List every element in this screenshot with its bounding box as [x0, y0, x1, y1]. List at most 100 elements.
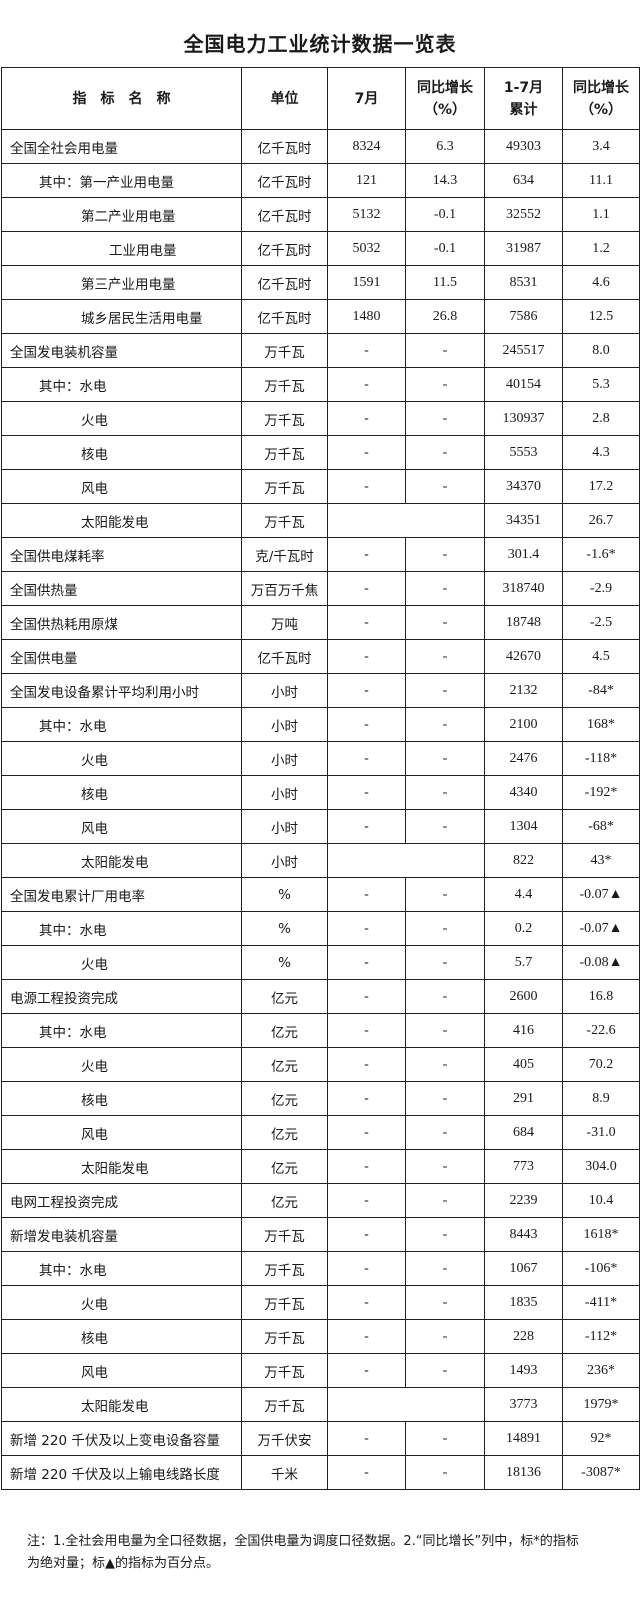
cumulative-yoy-cell: 168*	[562, 707, 640, 742]
cumulative-yoy-cell: 304.0	[562, 1149, 640, 1184]
cumulative-value-cell: 416	[484, 1013, 563, 1048]
empty-cell	[327, 1387, 485, 1422]
table-row: 火电 万千瓦 - -130937 2.8	[1, 401, 640, 436]
unit-cell: 万千瓦	[241, 503, 328, 538]
month-yoy-cell: -	[405, 775, 485, 810]
indicator-name-cell: 太阳能发电	[1, 843, 242, 878]
unit-cell: 万千瓦	[241, 469, 328, 504]
month-value-cell: -	[327, 673, 406, 708]
month-yoy-cell: -0.1	[405, 197, 485, 232]
cumulative-yoy-cell: 70.2	[562, 1047, 640, 1082]
cumulative-value-cell: 2132	[484, 673, 563, 708]
month-value-cell: -	[327, 1455, 406, 1490]
table-row: 风电 万千瓦 - -1493 236*	[1, 1353, 640, 1388]
cumulative-yoy-cell: -0.07▲	[562, 911, 640, 946]
table-row: 其中：第一产业用电量 亿千瓦时 121 14.3 634 11.1	[1, 163, 640, 198]
unit-cell: 亿元	[241, 1013, 328, 1048]
cumulative-value-cell: 245517	[484, 333, 563, 368]
indicator-name-cell: 全国全社会用电量	[1, 129, 242, 164]
month-yoy-cell: -	[405, 1217, 485, 1252]
month-value-cell: 8324	[327, 129, 406, 164]
month-yoy-cell: -	[405, 1353, 485, 1388]
unit-cell: 亿元	[241, 1081, 328, 1116]
cumulative-value-cell: 14891	[484, 1421, 563, 1456]
indicator-name-cell: 风电	[1, 1115, 242, 1150]
header-cumulative: 1-7月 累计	[484, 67, 563, 130]
cumulative-value-cell: 130937	[484, 401, 563, 436]
unit-cell: 万千瓦	[241, 1319, 328, 1354]
unit-cell: 小时	[241, 741, 328, 776]
cumulative-value-cell: 301.4	[484, 537, 563, 572]
cumulative-yoy-cell: 26.7	[562, 503, 640, 538]
indicator-name-cell: 其中：水电	[1, 1251, 242, 1286]
cumulative-value-cell: 684	[484, 1115, 563, 1150]
table-row: 核电 万千瓦 - -228 -112*	[1, 1319, 640, 1354]
page-title: 全国电力工业统计数据一览表	[183, 32, 457, 56]
indicator-name-cell: 其中：水电	[1, 367, 242, 402]
cumulative-yoy-cell: 43*	[562, 843, 640, 878]
table-row: 核电 小时 - -4340 -192*	[1, 775, 640, 810]
unit-cell: 亿千瓦时	[241, 163, 328, 198]
month-yoy-cell: 14.3	[405, 163, 485, 198]
unit-cell: 万千瓦	[241, 1217, 328, 1252]
cumulative-yoy-cell: -411*	[562, 1285, 640, 1320]
unit-cell: 亿千瓦时	[241, 299, 328, 334]
unit-cell: 万千瓦	[241, 367, 328, 402]
month-value-cell: 5132	[327, 197, 406, 232]
month-yoy-cell: -	[405, 1081, 485, 1116]
cumulative-yoy-cell: -0.08▲	[562, 945, 640, 980]
indicator-name-cell: 工业用电量	[1, 231, 242, 266]
cumulative-value-cell: 34370	[484, 469, 563, 504]
header-indicator: 指 标 名 称	[1, 67, 242, 130]
cumulative-value-cell: 32552	[484, 197, 563, 232]
table-row: 其中：水电% - -0.2 -0.07▲	[1, 911, 640, 946]
month-yoy-cell: -	[405, 911, 485, 946]
cumulative-yoy-cell: 3.4	[562, 129, 640, 164]
table-row: 全国全社会用电量 亿千瓦时 8324 6.3 49303 3.4	[1, 129, 640, 164]
table-row: 城乡居民生活用电量 亿千瓦时 1480 26.8 7586 12.5	[1, 299, 640, 334]
month-yoy-cell: -	[405, 333, 485, 368]
month-value-cell: -	[327, 639, 406, 674]
month-yoy-cell: -	[405, 639, 485, 674]
table-row: 核电 亿元 - -291 8.9	[1, 1081, 640, 1116]
indicator-name-cell: 核电	[1, 435, 242, 470]
cumulative-yoy-cell: -84*	[562, 673, 640, 708]
cumulative-yoy-cell: -118*	[562, 741, 640, 776]
indicator-name-cell: 全国供热耗用原煤	[1, 605, 242, 640]
table-row: 电网工程投资完成 亿元 - -2239 10.4	[1, 1183, 640, 1218]
month-yoy-cell: 26.8	[405, 299, 485, 334]
header-month-yoy: 同比增长 （%）	[405, 67, 485, 130]
table-row: 风电 万千瓦 - -34370 17.2	[1, 469, 640, 504]
month-yoy-cell: -	[405, 605, 485, 640]
cumulative-yoy-cell: -2.9	[562, 571, 640, 606]
month-yoy-cell: -	[405, 1251, 485, 1286]
month-value-cell: -	[327, 1251, 406, 1286]
cumulative-value-cell: 773	[484, 1149, 563, 1184]
footnote-line-1: 注：1.全社会用电量为全口径数据，全国供电量为调度口径数据。2.“同比增长”列中…	[27, 1534, 579, 1549]
indicator-name-cell: 其中：第一产业用电量	[1, 163, 242, 198]
cumulative-value-cell: 5553	[484, 435, 563, 470]
indicator-name-cell: 全国发电累计厂用电率	[1, 877, 242, 912]
indicator-name-cell: 火电	[1, 1047, 242, 1082]
table-row: 其中：水电 万千瓦 - -1067 -106*	[1, 1251, 640, 1286]
month-value-cell: -	[327, 707, 406, 742]
indicator-name-cell: 全国供热量	[1, 571, 242, 606]
month-value-cell: -	[327, 809, 406, 844]
unit-cell: 千米	[241, 1455, 328, 1490]
cumulative-value-cell: 1067	[484, 1251, 563, 1286]
unit-cell: 亿元	[241, 979, 328, 1014]
cumulative-value-cell: 4.4	[484, 877, 563, 912]
month-value-cell: -	[327, 1047, 406, 1082]
table-row: 全国发电装机容量 万千瓦 - -245517 8.0	[1, 333, 640, 368]
month-yoy-cell: -	[405, 1319, 485, 1354]
indicator-name-cell: 其中：水电	[1, 911, 242, 946]
unit-cell: 万千瓦	[241, 1251, 328, 1286]
cumulative-value-cell: 2100	[484, 707, 563, 742]
table-row: 全国发电累计厂用电率% - -4.4 -0.07▲	[1, 877, 640, 912]
indicator-name-cell: 全国供电煤耗率	[1, 537, 242, 572]
month-value-cell: -	[327, 469, 406, 504]
table-row: 全国供电煤耗率 克/千瓦时 - -301.4 -1.6*	[1, 537, 640, 572]
table-row: 太阳能发电 小时 822 43*	[1, 843, 640, 878]
cumulative-yoy-cell: -3087*	[562, 1455, 640, 1490]
table-row: 太阳能发电 万千瓦 34351 26.7	[1, 503, 640, 538]
